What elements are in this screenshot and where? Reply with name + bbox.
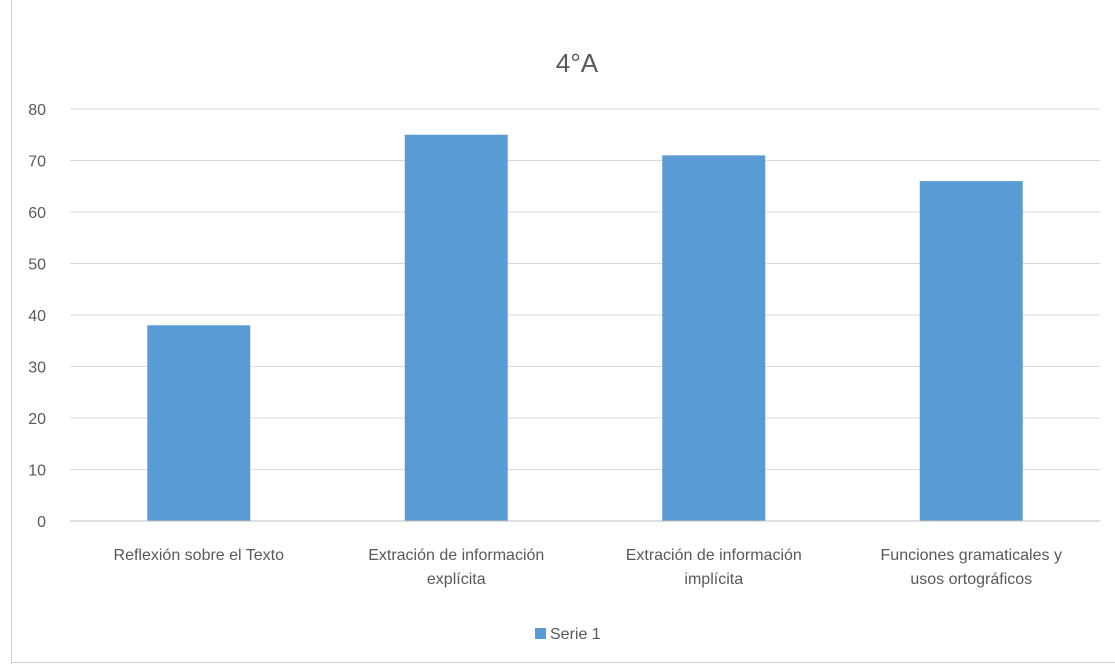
bar <box>147 325 251 521</box>
bar <box>404 134 508 521</box>
legend-label: Serie 1 <box>550 626 601 643</box>
x-tick-label-line: Reflexión sobre el Texto <box>114 547 285 564</box>
bar <box>919 181 1023 521</box>
chart-frame-bottom-border <box>11 662 1115 663</box>
x-tick-label-line: explícita <box>427 571 486 588</box>
x-tick-label-line: Extración de información <box>368 547 544 564</box>
y-tick-label: 70 <box>28 154 46 171</box>
y-tick-label: 40 <box>28 308 46 325</box>
legend-swatch <box>535 628 546 639</box>
x-tick-label-line: implícita <box>684 571 743 588</box>
bars <box>147 134 1023 521</box>
y-tick-label: 30 <box>28 360 46 377</box>
y-tick-label: 50 <box>28 257 46 274</box>
x-tick-label-line: Funciones gramaticales y <box>881 547 1062 564</box>
x-tick-label-line: usos ortográficos <box>910 571 1032 588</box>
x-tick-label: Reflexión sobre el Texto <box>114 547 285 564</box>
bar <box>662 155 766 521</box>
chart-title: 4°A <box>556 48 599 78</box>
legend: Serie 1 <box>535 626 601 643</box>
y-tick-label: 60 <box>28 205 46 222</box>
y-tick-label: 10 <box>28 463 46 480</box>
y-tick-label: 20 <box>28 411 46 428</box>
x-tick-label: Extración de información explícita <box>368 547 544 588</box>
axes: 0 10 20 30 40 50 60 70 80 Reflexión sobre el Text… <box>28 102 1100 588</box>
x-tick-label: Funciones gramaticales y usos ortográfico… <box>881 547 1062 588</box>
x-tick-label: Extración de información implícita <box>626 547 802 588</box>
chart-frame-left-border <box>11 0 12 664</box>
x-tick-label-line: Extración de información <box>626 547 802 564</box>
y-tick-label: 0 <box>37 514 46 531</box>
y-tick-label: 80 <box>28 102 46 119</box>
